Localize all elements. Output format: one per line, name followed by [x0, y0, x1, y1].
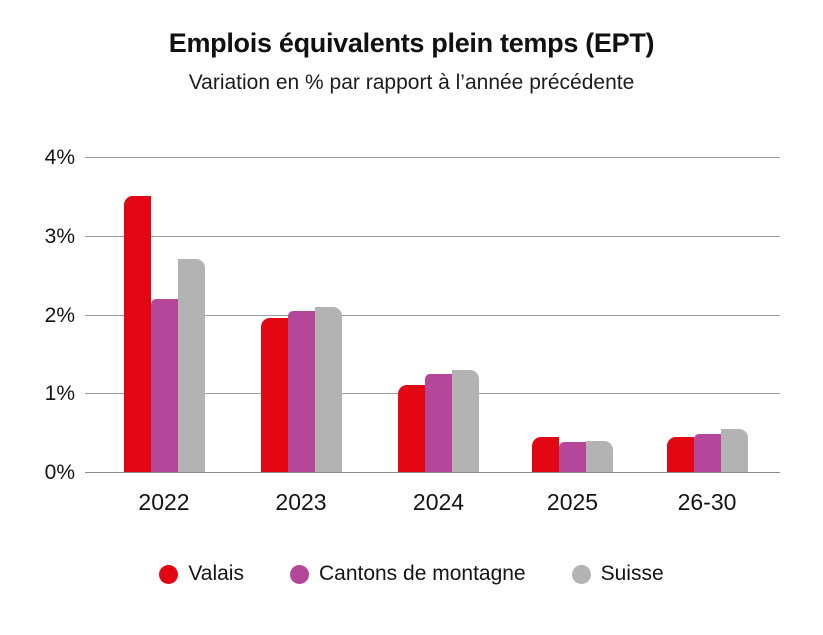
- bar-suisse-2022: [177, 259, 205, 472]
- bar-suisse-2024: [452, 369, 479, 472]
- x-axis-label-26-30: 26-30: [677, 489, 737, 515]
- chart-title: Emplois équivalents plein temps (EPT): [168, 28, 655, 58]
- bar-suisse-26-30: [720, 428, 748, 472]
- y-tick-label: 4%: [44, 146, 75, 169]
- bar-valais-2024: [398, 385, 425, 472]
- bar-valais-2022: [123, 196, 151, 472]
- y-tick-label: 1%: [44, 382, 75, 406]
- legend-dot-icon: [159, 564, 179, 584]
- bar-suisse-2025: [586, 440, 613, 472]
- legend-label: Cantons de montagne: [318, 562, 526, 585]
- legend: Valais Cantons de montagne Suisse: [0, 562, 823, 586]
- x-axis-label-2024: 2024: [412, 489, 465, 515]
- x-axis-label-2025: 2025: [546, 489, 599, 515]
- gridline: [85, 314, 780, 316]
- y-tick-label: 0%: [44, 461, 75, 484]
- bar-valais-26-30: [666, 436, 694, 472]
- bar-cantons-de-montagne-26-30: [693, 434, 721, 472]
- bar-cantons-de-montagne-2023: [287, 310, 315, 472]
- legend-dot-icon: [289, 564, 309, 584]
- y-tick-label: 2%: [44, 303, 75, 327]
- bar-cantons-de-montagne-2022: [150, 298, 178, 472]
- legend-label: Valais: [188, 562, 244, 585]
- legend-item-valais: Valais: [159, 562, 244, 586]
- legend-dot-icon: [571, 564, 591, 584]
- x-axis-label-2022: 2022: [138, 489, 190, 515]
- legend-item-cantons-de-montagne: Cantons de montagne: [289, 562, 526, 586]
- gridline: [85, 235, 780, 237]
- x-axis-label-2023: 2023: [275, 489, 327, 515]
- gridline: [85, 157, 780, 158]
- bar-cantons-de-montagne-2025: [559, 442, 586, 472]
- chart-subtitle: Variation en % par rapport à l’année pré…: [188, 71, 635, 94]
- y-tick-label: 3%: [44, 224, 75, 248]
- bar-suisse-2023: [314, 306, 342, 472]
- legend-label: Suisse: [600, 562, 664, 585]
- gridline: [85, 472, 780, 473]
- bar-cantons-de-montagne-2024: [425, 373, 452, 472]
- legend-item-suisse: Suisse: [571, 562, 664, 586]
- bar-valais-2025: [532, 436, 559, 472]
- bar-valais-2023: [260, 318, 288, 472]
